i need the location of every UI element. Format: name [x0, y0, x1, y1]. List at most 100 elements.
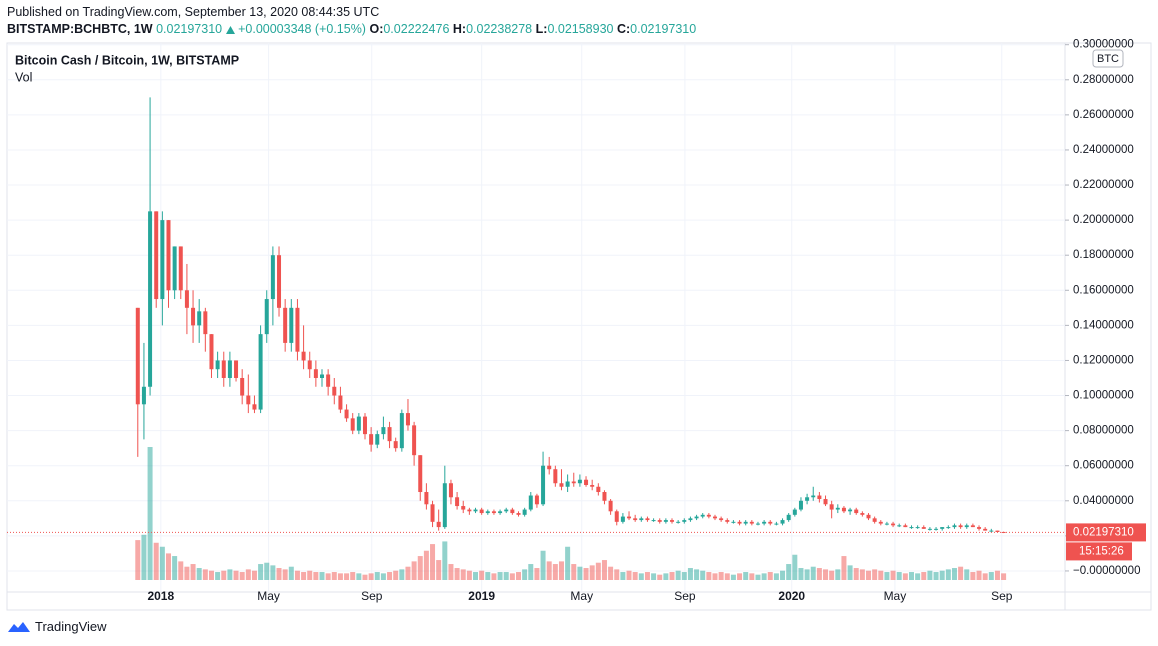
- currency: BTC: [1097, 53, 1119, 65]
- volume-bar: [423, 550, 429, 580]
- candle-body: [534, 495, 539, 505]
- volume-bar: [417, 556, 423, 580]
- candle-body: [405, 413, 410, 426]
- volume-bar: [792, 554, 798, 580]
- candle-body: [602, 492, 607, 501]
- volume-bar: [767, 572, 773, 580]
- candle-body: [215, 360, 220, 370]
- volume-bar: [577, 566, 583, 580]
- volume-bar: [988, 572, 994, 580]
- candle-body: [473, 509, 478, 512]
- candle-body: [921, 527, 926, 529]
- candle-body: [264, 299, 269, 335]
- volume-bar: [620, 572, 626, 580]
- volume-bar: [172, 556, 178, 580]
- y-tick-label: 0.04000000: [1073, 495, 1134, 507]
- candle-body: [983, 528, 988, 531]
- brand-logo: [8, 621, 30, 632]
- candle-body: [786, 514, 791, 521]
- volume-bar: [872, 569, 878, 580]
- volume-bar: [896, 572, 902, 580]
- volume-bar: [687, 568, 693, 580]
- candle-body: [565, 481, 570, 487]
- volume-bar: [595, 562, 601, 580]
- volume-bar: [558, 561, 564, 580]
- candle-body: [522, 509, 527, 515]
- candle-body: [860, 513, 865, 515]
- candle-body: [412, 425, 417, 456]
- volume-bar: [135, 540, 141, 580]
- volume-bar: [810, 566, 816, 580]
- volume-bar: [571, 564, 577, 580]
- candle-body: [884, 523, 889, 525]
- candle-body: [706, 514, 711, 517]
- candle-body: [559, 483, 564, 487]
- volume-bar: [780, 570, 786, 580]
- volume-bar: [847, 565, 853, 580]
- candle-body: [424, 492, 429, 505]
- volume-bar: [884, 572, 890, 580]
- chart: 0.30000000 0.28000000 0.26000000 0.24000000…: [6, 39, 1152, 611]
- axis-layer: 0.30000000 0.28000000 0.26000000 0.24000000…: [7, 39, 1146, 603]
- countdown: 15:15:26: [1079, 545, 1124, 557]
- candle-body: [854, 509, 859, 514]
- volume-bar: [632, 572, 638, 580]
- volume-bar: [552, 564, 558, 580]
- candle-body: [731, 521, 736, 523]
- volume-bar: [184, 566, 190, 580]
- candle-body: [811, 495, 816, 498]
- candle-body: [510, 509, 515, 514]
- candle-body: [694, 516, 699, 519]
- h-label: H:: [452, 22, 467, 36]
- volume-bar: [945, 569, 951, 580]
- volume-bar: [644, 572, 650, 580]
- candle-body: [166, 220, 171, 291]
- x-tick-label: May: [257, 589, 280, 603]
- candle-body: [700, 514, 705, 517]
- volume-bar: [902, 573, 908, 580]
- candle-body: [369, 434, 374, 445]
- candle-body: [952, 525, 957, 528]
- candle-body: [135, 307, 140, 405]
- candle-body: [627, 516, 632, 519]
- volume-layer: [135, 447, 1007, 580]
- volume-bar: [442, 541, 448, 580]
- volume-bar: [829, 570, 835, 580]
- candle-body: [977, 527, 982, 529]
- change: +0.00003348 (+0.15%): [238, 22, 366, 36]
- candle-body: [749, 521, 754, 524]
- x-tick-label: Sep: [674, 589, 696, 603]
- candle-body: [362, 416, 367, 435]
- volume-bar: [939, 570, 945, 580]
- volume-bar: [663, 573, 669, 580]
- volume-bar: [436, 560, 442, 580]
- candle-body: [835, 507, 840, 510]
- volume-bar: [454, 568, 460, 580]
- candle-body: [240, 377, 245, 396]
- volume-bar: [165, 553, 171, 580]
- volume-bar: [264, 562, 270, 580]
- volume-bar: [374, 572, 380, 580]
- candle-body: [485, 511, 490, 514]
- close: 0.02197310: [630, 22, 697, 36]
- candle-body: [676, 521, 681, 523]
- volume-bar: [681, 572, 687, 580]
- candle-body: [344, 409, 349, 419]
- volume-bar: [712, 573, 718, 580]
- candle-body: [682, 520, 687, 522]
- candle-body: [455, 497, 460, 507]
- volume-bar: [147, 447, 153, 580]
- volume-bar: [159, 546, 165, 580]
- candle-body: [393, 441, 398, 449]
- brand: TradingView: [35, 619, 107, 634]
- volume-bar: [331, 572, 337, 580]
- volume-bar: [497, 572, 503, 580]
- candle-body: [283, 307, 288, 343]
- candle-body: [387, 427, 392, 442]
- candle-body: [430, 504, 435, 522]
- o-label: O:: [369, 22, 384, 36]
- candle-body: [528, 495, 533, 510]
- volume-bar: [380, 573, 386, 580]
- volume-bar: [294, 570, 300, 580]
- y-tick-label: 0.20000000: [1073, 214, 1134, 226]
